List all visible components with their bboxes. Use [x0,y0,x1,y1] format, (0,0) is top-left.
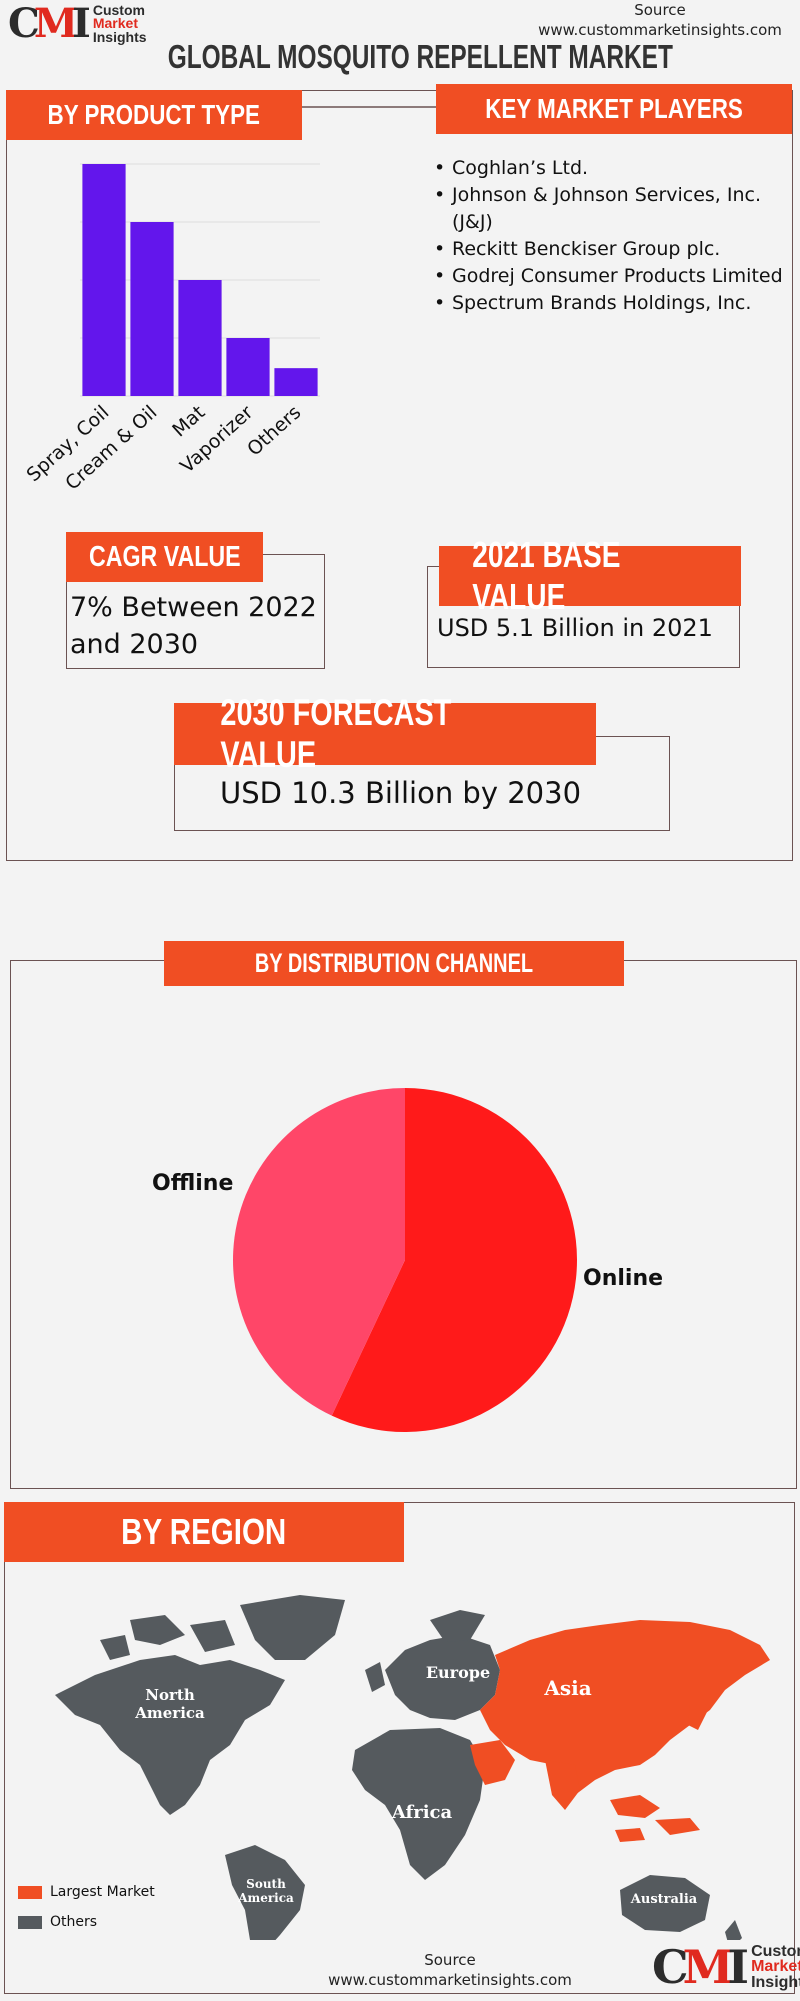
pie-slice [331,1088,577,1432]
source-bottom: Source www.custommarketinsights.com [300,1950,600,1990]
logo-bottom: CMI Custom Market Insights [652,1940,800,1994]
legend-label-largest: Largest Market [50,1884,155,1900]
player-item: Reckitt Benckiser Group plc. [432,236,792,263]
japan-shape [688,1690,708,1730]
arctic-islands-shape [100,1615,235,1660]
australia-shape [620,1875,710,1932]
north-america-shape [55,1655,285,1815]
source-top: Source www.custommarketinsights.com [530,0,790,40]
cagr-banner [66,532,263,582]
europe-shape [385,1635,500,1720]
player-item: Johnson & Johnson Services, Inc. (J&J) [432,182,792,236]
label-north-america: North America [134,1686,205,1722]
bar [178,280,222,396]
distribution-banner [164,941,624,986]
forecast-text: USD 10.3 Billion by 2030 [220,776,582,810]
nz-shape [725,1920,742,1940]
label-south-america: South America [237,1877,294,1905]
source-bottom-url: www.custommarketinsights.com [328,1971,572,1989]
scandinavia-shape [430,1610,485,1642]
connector-line [300,106,440,108]
product-type-banner [6,90,302,140]
uk-shape [365,1662,385,1692]
source-bottom-label: Source [424,1951,476,1969]
page-title: GLOBAL MOSQUITO REPELLENT MARKET [0,38,800,76]
bar-category-label: Others [243,401,305,460]
map-largest [470,1620,770,1842]
logo-bottom-word-2: Market [751,1958,800,1976]
pie-slice [232,1088,405,1416]
world-map: North America Europe Asia South America Af… [55,1595,770,1940]
base-value-banner [439,546,741,606]
pie-label: Online [583,1266,663,1291]
forecast-banner [174,703,596,765]
map-others [55,1595,742,1940]
region-banner [4,1502,404,1562]
arabia-shape [470,1740,515,1785]
greenland-shape [240,1595,345,1660]
southeast-asia-islands-shape [610,1795,700,1842]
base-value-text: USD 5.1 Billion in 2021 [437,614,713,642]
bar [274,368,318,396]
bar [226,338,270,396]
label-asia: Asia [543,1676,591,1700]
top-panel [6,90,793,861]
africa-shape [352,1728,485,1880]
cagr-heading: CAGR VALUE [88,540,241,573]
bar [82,164,126,396]
legend-label-others: Others [50,1914,98,1930]
forecast-heading: 2030 FORECAST VALUE [220,692,452,775]
logo-bottom-word-3: Insights [751,1973,800,1991]
player-item: Godrej Consumer Products Limited [432,263,792,290]
india-shape [545,1760,580,1810]
legend-swatch-others [18,1915,42,1929]
logo-word-2: Market [92,15,138,32]
asia-shape [480,1620,770,1795]
key-players-banner [436,84,792,134]
logo-mark-bottom: CMI [652,1940,749,1994]
map-legend: Largest Market Others [18,1884,155,1930]
logo-word-1: Custom [92,2,145,19]
logo-word-3: Insights [92,28,147,45]
distribution-pie-chart: Online Offline [152,1088,663,1432]
player-item: Spectrum Brands Holdings, Inc. [432,290,792,317]
pie-label: Offline [152,1171,233,1196]
map-labels: North America Europe Asia South America Af… [134,1663,698,1907]
region-heading: BY REGION [121,1511,287,1552]
logo-bottom-word-1: Custom [751,1943,800,1961]
cagr-value: 7% Between 2022 and 2030 [70,592,317,660]
base-value-heading: 2021 BASE VALUE [472,534,621,617]
page-title-text: GLOBAL MOSQUITO REPELLENT MARKET [167,38,673,75]
key-players-heading: KEY MARKET PLAYERS [485,93,743,124]
logo-top: CMI Custom Market Insights [8,0,147,47]
source-top-label: Source [634,1,686,19]
bar-category-label: Mat [168,401,209,441]
label-europe: Europe [426,1663,490,1682]
logo-mark: CMI [8,0,91,47]
legend-swatch-largest [18,1885,42,1899]
label-africa: Africa [391,1802,453,1823]
bar [130,222,174,396]
player-item: Coghlan’s Ltd. [432,155,792,182]
product-type-heading: BY PRODUCT TYPE [47,99,261,130]
source-top-url: www.custommarketinsights.com [538,21,782,39]
key-players-list: Coghlan’s Ltd. Johnson & Johnson Service… [432,155,792,317]
south-america-shape [225,1845,305,1940]
label-australia: Australia [630,1892,698,1907]
distribution-heading: BY DISTRIBUTION CHANNEL [254,948,534,978]
